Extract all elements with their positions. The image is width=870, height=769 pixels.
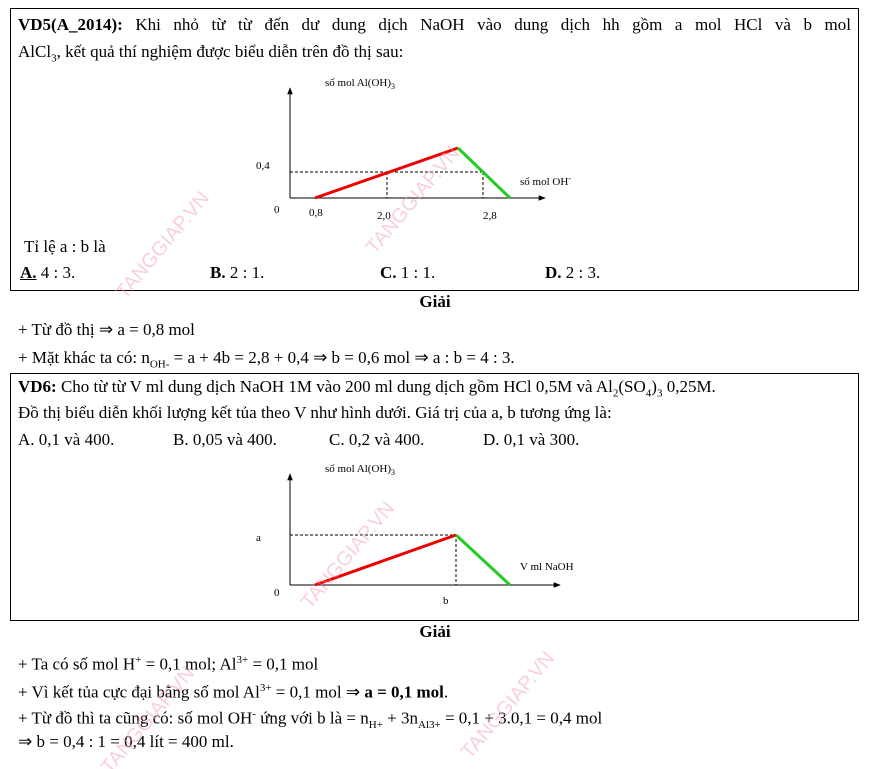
text-segment: 4 bbox=[645, 387, 652, 400]
problem-box bbox=[10, 373, 859, 621]
text-segment: + Từ đồ thị ⇒ a = 0,8 mol bbox=[18, 320, 195, 339]
text-segment: OH- bbox=[149, 358, 170, 371]
text-segment: Cho từ từ V ml dung dịch NaOH 1M vào 200… bbox=[56, 377, 613, 396]
problem-label: VD6: bbox=[18, 377, 57, 396]
option: D. 2 : 3. bbox=[545, 263, 600, 283]
text-segment: + Vì kết tủa cực đại bằng số mol Al bbox=[18, 682, 260, 702]
option: D. 0,1 và 300. bbox=[483, 430, 580, 449]
option: B. 2 : 1. bbox=[210, 263, 264, 283]
text-segment: 3 bbox=[51, 52, 57, 65]
text-segment: (SO bbox=[618, 377, 646, 396]
text-segment: + Từ đồ thì ta cũng có: số mol OH bbox=[18, 708, 253, 728]
solution-line: + Mặt khác ta có: nOH- = a + 4b = 2,8 + … bbox=[18, 348, 515, 374]
text-segment: H+ bbox=[368, 719, 383, 732]
text-segment: a = 0,1 mol bbox=[364, 682, 444, 702]
text-segment: 4 : 3. bbox=[36, 263, 76, 282]
solution-line: + Từ đồ thì ta cũng có: số mol OH- ứng v… bbox=[18, 704, 602, 735]
solution-line: + Từ đồ thị ⇒ a = 0,8 mol bbox=[18, 320, 195, 340]
option: A. 0,1 và 400. bbox=[18, 430, 115, 449]
text-segment: = 0,1 mol bbox=[248, 654, 319, 674]
text-segment: 0,25M. bbox=[662, 377, 716, 396]
solution-line: + Vì kết tủa cực đại bằng số mol Al3+ = … bbox=[18, 678, 448, 703]
solution-line: + Ta có số mol H+ = 0,1 mol; Al3+ = 0,1 … bbox=[18, 650, 318, 675]
problem-box bbox=[10, 8, 859, 291]
option: C. 0,2 và 400. bbox=[329, 430, 425, 449]
text-segment: 3+ bbox=[236, 654, 249, 666]
text-segment: ) bbox=[651, 377, 657, 396]
text-segment: 1 : 1. bbox=[396, 263, 436, 282]
problem-text: Đồ thị biểu diễn khối lượng kết tủa theo… bbox=[18, 403, 612, 422]
text-segment: ứng với b là = n bbox=[255, 708, 369, 728]
text-segment: 3 bbox=[656, 387, 663, 400]
text-segment: 2 : 1. bbox=[225, 263, 265, 282]
text-segment: - bbox=[252, 708, 256, 720]
problem-text: VD6: Cho từ từ V ml dung dịch NaOH 1M và… bbox=[18, 377, 716, 403]
text-segment: 2 : 3. bbox=[561, 263, 601, 282]
text-segment: + bbox=[135, 654, 142, 666]
problem-text: VD5(A_2014): Khi nhỏ từ từ đến dư dung d… bbox=[18, 15, 851, 35]
question: Tỉ lệ a : b là bbox=[24, 237, 106, 256]
text-segment: , kết quả thí nghiệm được biểu diễn trên… bbox=[56, 42, 404, 61]
text-segment: + 3n bbox=[382, 708, 418, 728]
text-segment: D. bbox=[545, 263, 562, 282]
text-segment: = a + 4b = 2,8 + 0,4 ⇒ b = 0,6 mol ⇒ a :… bbox=[169, 348, 515, 367]
text-segment: ⇒ b = 0,4 : 1 = 0,4 lít = 400 ml. bbox=[18, 732, 234, 751]
text-segment: = 0,1 mol; Al bbox=[141, 654, 237, 674]
text-segment: . bbox=[443, 682, 449, 702]
text-segment: 2 bbox=[612, 387, 619, 400]
text-segment: Khi nhỏ từ từ đến dư dung dịch NaOH vào … bbox=[122, 15, 851, 34]
text-segment: = 0,1 mol ⇒ bbox=[271, 682, 365, 702]
problem-text: AlCl3, kết quả thí nghiệm được biểu diễn… bbox=[18, 42, 403, 68]
text-segment: + Ta có số mol H bbox=[18, 654, 136, 674]
text-segment: 3+ bbox=[259, 682, 272, 694]
text-segment: = 0,1 + 3.0,1 = 0,4 mol bbox=[440, 708, 603, 728]
text-segment: A. bbox=[20, 263, 37, 282]
text-segment: B. bbox=[210, 263, 226, 282]
option: A. 4 : 3. bbox=[20, 263, 75, 283]
solution-heading: Giải bbox=[419, 622, 451, 641]
option: C. 1 : 1. bbox=[380, 263, 435, 283]
solution-line: ⇒ b = 0,4 : 1 = 0,4 lít = 400 ml. bbox=[18, 732, 234, 752]
text-segment: Al3+ bbox=[418, 719, 441, 732]
text-segment: C. bbox=[380, 263, 397, 282]
text-segment: AlCl bbox=[18, 42, 52, 61]
solution-heading: Giải bbox=[419, 292, 451, 311]
text-segment: + Mặt khác ta có: n bbox=[18, 348, 150, 367]
option: B. 0,05 và 400. bbox=[173, 430, 277, 449]
problem-label: VD5(A_2014): bbox=[18, 15, 123, 34]
